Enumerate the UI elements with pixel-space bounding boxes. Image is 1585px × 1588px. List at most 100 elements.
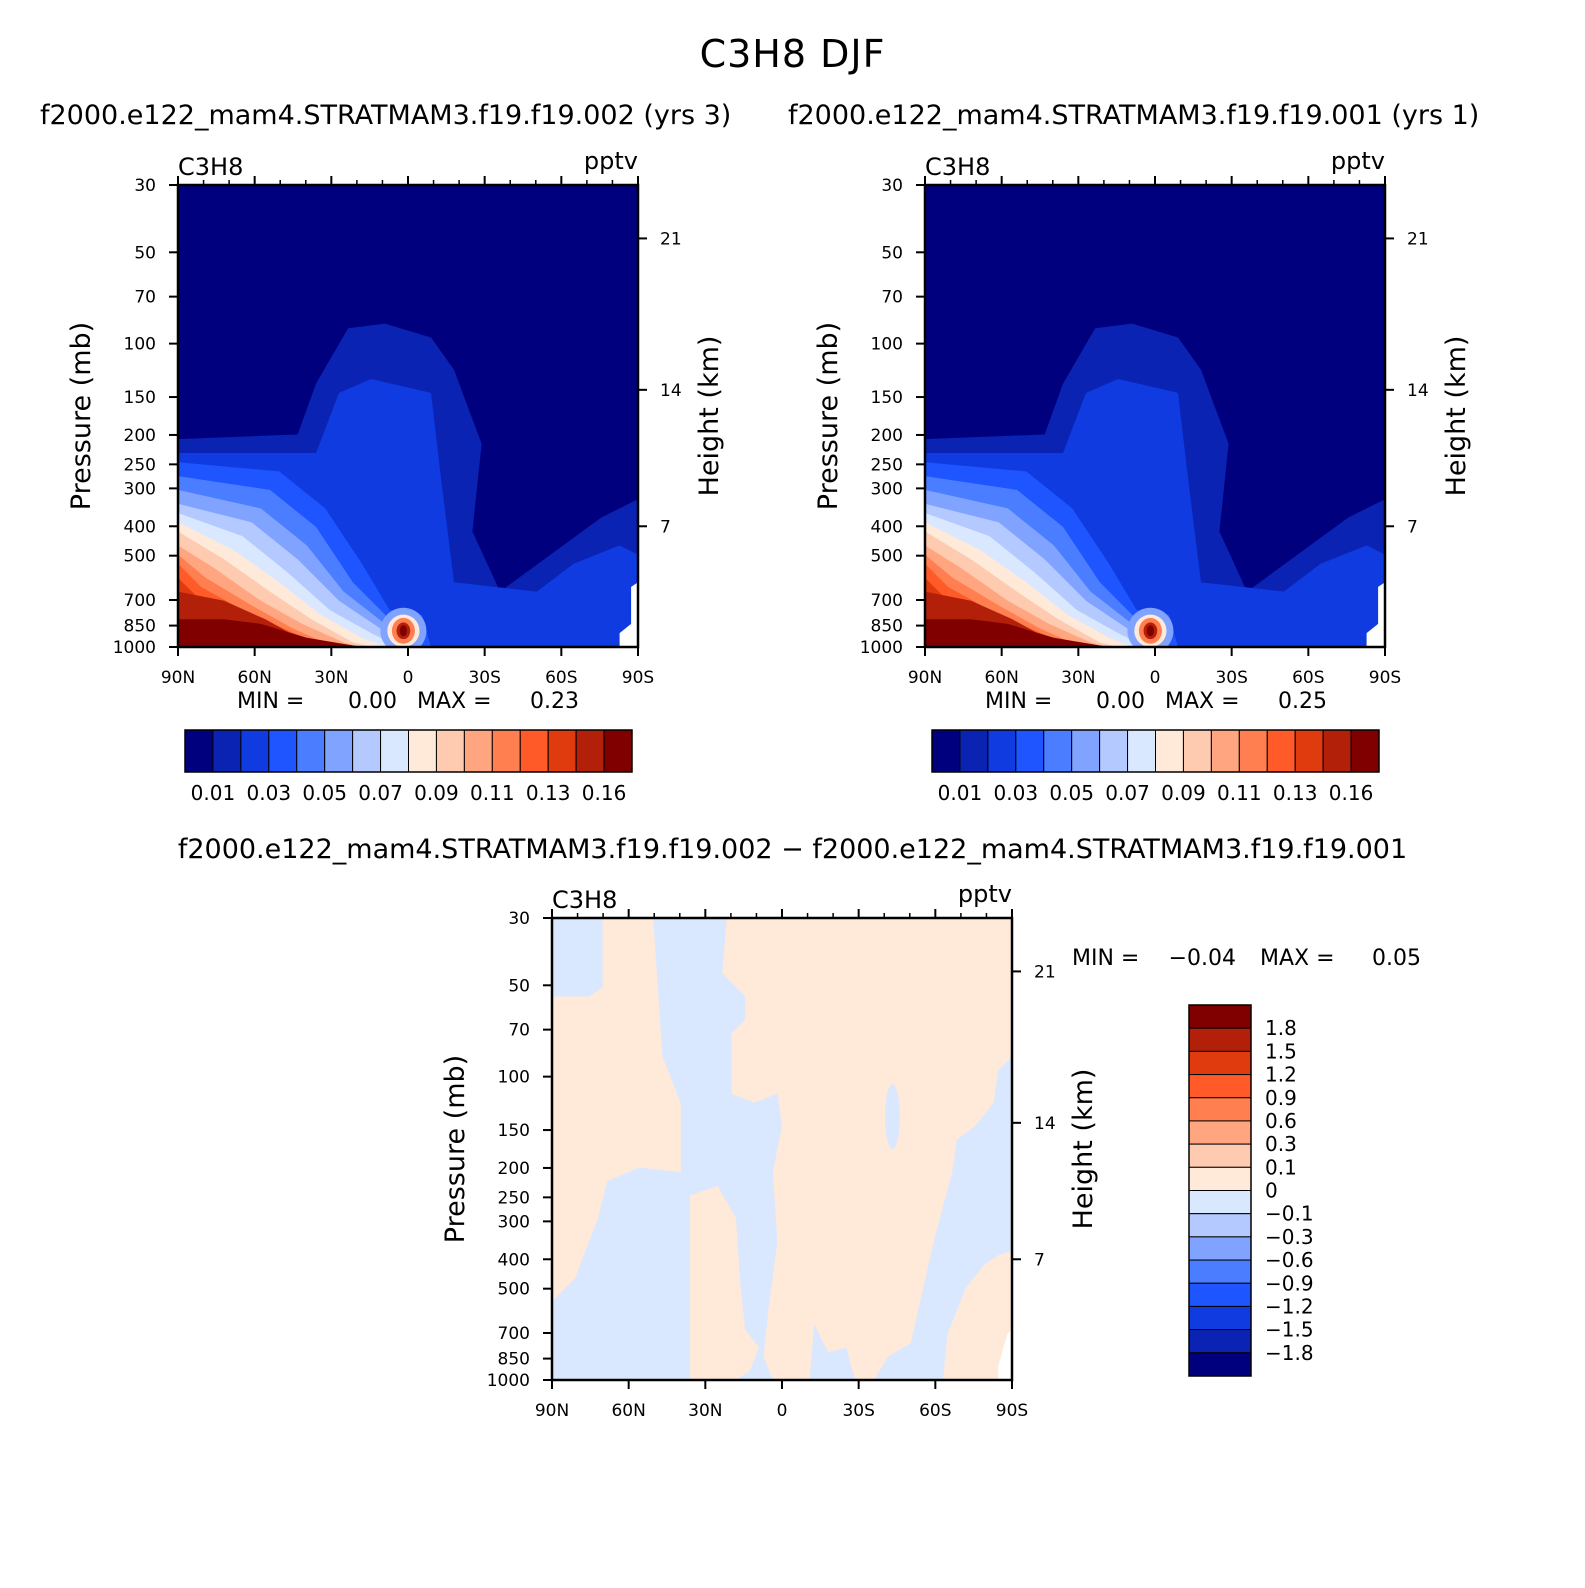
- panel1-units-label: pptv: [584, 147, 638, 175]
- panel3-xtick-label: 30S: [842, 1401, 874, 1421]
- panel1-xtick-label: 60N: [237, 668, 271, 688]
- panel1-colorbar-label: 0.16: [582, 781, 627, 805]
- panel2-colorbar-label: 0.07: [1105, 781, 1150, 805]
- panel3-colorbar-label: −1.8: [1265, 1341, 1314, 1365]
- panel1-fill-level-15: [178, 619, 362, 647]
- panel3-fill-negative-nw: [552, 918, 603, 997]
- panel2-colorbar-box: [1238, 729, 1268, 773]
- panel2-units-label: pptv: [1331, 147, 1385, 175]
- panel1-xtick-label: 60S: [545, 668, 577, 688]
- panel3-colorbar-box: [1188, 1074, 1252, 1099]
- panel3-yright-label: 14: [1034, 1114, 1056, 1134]
- panel3-max-label: MAX =: [1260, 946, 1335, 971]
- panel1-min-value: 0.00: [348, 689, 397, 714]
- panel3-yright-label: 7: [1034, 1250, 1045, 1270]
- panel1-colorbar-box: [184, 729, 214, 773]
- panel1-xtick-label: 90S: [622, 668, 654, 688]
- panel3-missing-region: [998, 1329, 1012, 1380]
- panel2-max-value: 0.25: [1278, 689, 1327, 714]
- panel3-ytick-label: 850: [498, 1350, 530, 1370]
- panel3-var-label: C3H8: [552, 886, 617, 914]
- panel3-colorbar-box: [1188, 1282, 1252, 1307]
- panel2-var-label: C3H8: [925, 153, 990, 181]
- panel1-colorbar-box: [268, 729, 298, 773]
- panel3-fill-positive-tongue: [690, 1186, 759, 1380]
- diff-panel-title: f2000.e122_mam4.STRATMAM3.f19.f19.002 − …: [177, 834, 1408, 865]
- panel1-xtick-label: 0: [403, 668, 414, 688]
- panel3-colorbar-box: [1188, 1190, 1252, 1215]
- panel2-title: f2000.e122_mam4.STRATMAM3.f19.f19.001 (y…: [788, 100, 1480, 131]
- panel1-colorbar-frame: [184, 729, 633, 773]
- panel2-colorbar-box: [987, 729, 1017, 773]
- panel1-ytick-label: 250: [124, 455, 156, 475]
- panel1-colorbar-box: [463, 729, 493, 773]
- panel2-ytick-label: 50: [881, 243, 903, 263]
- panel2-colorbar-box: [1015, 729, 1045, 773]
- panel2-colorbar-box: [1294, 729, 1324, 773]
- panel1-hotspot-4: [399, 625, 408, 637]
- panel3-colorbar-box: [1188, 1143, 1252, 1168]
- panel1-colorbar-box: [491, 729, 521, 773]
- panel3-ytick-label: 70: [508, 1021, 530, 1041]
- panel2-colorbar-box: [1182, 729, 1212, 773]
- panel1-ytick-label: 70: [134, 288, 156, 308]
- panel2-colorbar-box: [1043, 729, 1073, 773]
- panel1-colorbar-label: 0.03: [247, 781, 292, 805]
- panel3-colorbar-label: 1.5: [1265, 1039, 1297, 1063]
- panel2-colorbar-box: [1210, 729, 1240, 773]
- panel2-yright-label: 21: [1407, 229, 1429, 249]
- panel2-min-label: MIN =: [985, 689, 1052, 714]
- panel3-colorbar-frame: [1188, 1004, 1252, 1377]
- panel2-ytick-label: 1000: [860, 638, 903, 658]
- panel2-ylabel: Pressure (mb): [813, 322, 844, 510]
- panel3-ylabel-right: Height (km): [1068, 1069, 1099, 1230]
- panel2-colorbar-frame: [931, 729, 1380, 773]
- panel1-colorbar-label: 0.01: [191, 781, 236, 805]
- panel3-ytick-label: 50: [508, 976, 530, 996]
- figure-title: C3H8 DJF: [699, 32, 886, 76]
- panel2-ytick-label: 30: [881, 176, 903, 196]
- panel2-ytick-label: 400: [871, 517, 903, 537]
- panel2-xtick-label: 30S: [1215, 668, 1247, 688]
- panel3-colorbar-box: [1188, 1027, 1252, 1052]
- panel1-ytick-label: 150: [124, 388, 156, 408]
- panel3-ylabel: Pressure (mb): [440, 1055, 471, 1243]
- panel2-colorbar-box: [1127, 729, 1156, 773]
- panel2-colorbar-box: [1099, 729, 1129, 773]
- panel2-colorbar-label: 0.09: [1161, 781, 1206, 805]
- panel3-colorbar-box: [1188, 1050, 1252, 1076]
- panel2-max-label: MAX =: [1165, 689, 1240, 714]
- panel1-ytick-label: 850: [124, 617, 156, 637]
- panel1-colorbar-box: [603, 729, 633, 773]
- panel3-fill-negative-sh: [809, 1324, 856, 1380]
- panel1-colorbar-box: [547, 729, 577, 773]
- panel3-colorbar-label: −1.5: [1265, 1318, 1314, 1342]
- panel1-colorbar-box: [408, 729, 437, 773]
- panel3-colorbar-label: −1.2: [1265, 1294, 1314, 1318]
- panel3-ytick-label: 200: [498, 1159, 530, 1179]
- panel1-colorbar-box: [324, 729, 354, 773]
- panel2-xtick-label: 0: [1150, 668, 1161, 688]
- panel3-ytick-label: 500: [498, 1280, 530, 1300]
- panel3-colorbar-box: [1188, 1213, 1252, 1238]
- panel2-colorbar-label: 0.01: [938, 781, 983, 805]
- panel2-colorbar-box: [959, 729, 989, 773]
- panel2-xtick-label: 60N: [984, 668, 1018, 688]
- panel1-colorbar-label: 0.05: [302, 781, 347, 805]
- panel2-ytick-label: 700: [871, 591, 903, 611]
- panel1-colorbar-label: 0.07: [358, 781, 403, 805]
- panel1-ytick-label: 50: [134, 243, 156, 263]
- panel3-colorbar-label: 1.8: [1265, 1016, 1297, 1040]
- panel3-colorbar-label: 0: [1265, 1179, 1278, 1203]
- panel1-ytick-label: 700: [124, 591, 156, 611]
- panel1-ytick-label: 100: [124, 335, 156, 355]
- panel2-colorbar-label: 0.11: [1217, 781, 1262, 805]
- panel1-xtick-label: 90N: [161, 668, 195, 688]
- panel3-xtick-label: 0: [777, 1401, 788, 1421]
- panel2-colorbar-box: [1266, 729, 1296, 773]
- panel1-colorbar-box: [435, 729, 465, 773]
- panel3-colorbar-box: [1188, 1352, 1252, 1377]
- panel2-ytick-label: 70: [881, 288, 903, 308]
- panel3-max-value: 0.05: [1372, 946, 1421, 971]
- panel1-colorbar-box: [380, 729, 409, 773]
